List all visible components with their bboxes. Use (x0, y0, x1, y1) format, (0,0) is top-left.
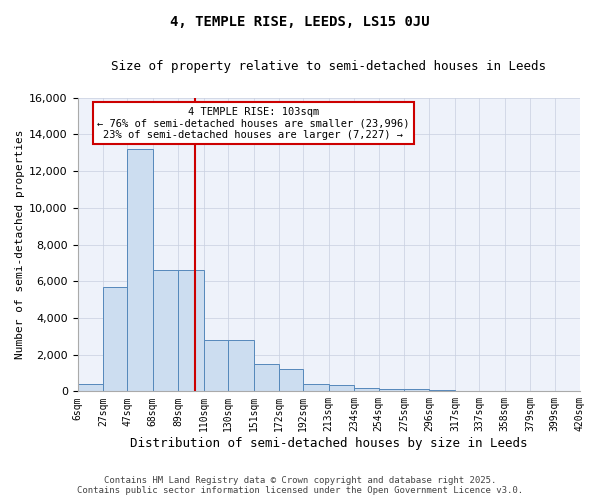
Bar (204, 340, 228, 392)
Text: 4 TEMPLE RISE: 103sqm
← 76% of semi-detached houses are smaller (23,996)
23% of : 4 TEMPLE RISE: 103sqm ← 76% of semi-deta… (97, 106, 410, 140)
Bar (103, 287, 127, 392)
Title: Size of property relative to semi-detached houses in Leeds: Size of property relative to semi-detach… (111, 60, 546, 73)
Bar (127, 149, 153, 392)
Bar (77, 384, 103, 392)
Bar (455, 391, 479, 392)
Bar (430, 390, 455, 392)
Y-axis label: Number of semi-detached properties: Number of semi-detached properties (15, 130, 25, 360)
Bar (153, 270, 178, 392)
Bar (254, 364, 279, 392)
Bar (354, 388, 379, 392)
Bar (178, 270, 204, 392)
Bar (329, 385, 354, 392)
Bar (404, 390, 430, 392)
Bar (228, 340, 254, 392)
Text: 4, TEMPLE RISE, LEEDS, LS15 0JU: 4, TEMPLE RISE, LEEDS, LS15 0JU (170, 15, 430, 29)
Bar (303, 384, 329, 392)
Bar (279, 370, 303, 392)
Bar (379, 390, 404, 392)
Text: Contains HM Land Registry data © Crown copyright and database right 2025.
Contai: Contains HM Land Registry data © Crown c… (77, 476, 523, 495)
X-axis label: Distribution of semi-detached houses by size in Leeds: Distribution of semi-detached houses by … (130, 437, 527, 450)
